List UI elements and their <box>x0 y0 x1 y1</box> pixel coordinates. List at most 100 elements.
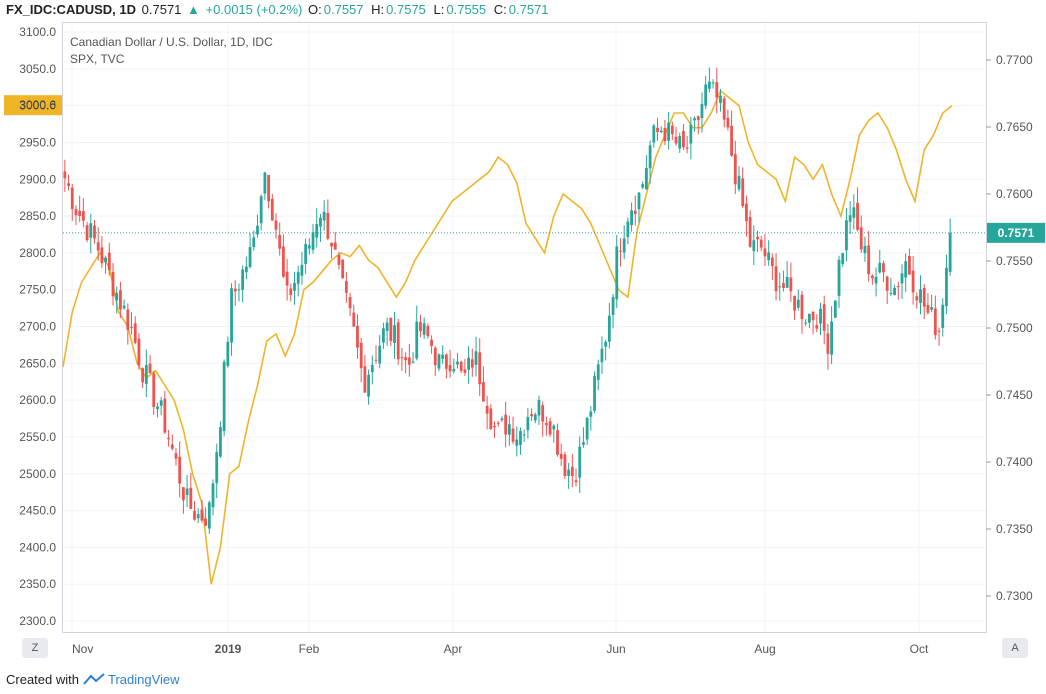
candle-body <box>926 304 930 313</box>
legend-title: Canadian Dollar / U.S. Dollar, 1D, IDC <box>70 35 273 49</box>
candle-body <box>130 327 133 329</box>
candle-body <box>167 437 170 440</box>
candle-body <box>874 276 878 284</box>
candle-body <box>922 287 926 307</box>
candle-body <box>678 135 682 149</box>
candle-body <box>804 322 808 324</box>
candle-body <box>533 414 537 421</box>
left-tick-label: 2300.0 <box>19 614 56 628</box>
candle-body <box>348 296 352 309</box>
candle-body <box>489 408 493 429</box>
candle-body <box>637 192 641 210</box>
candle-body <box>556 430 559 455</box>
left-axis[interactable]: 3100.0 3050.0 3000.0 2950.0 2900.0 2850.0 2800… <box>19 25 56 628</box>
candle-body <box>156 406 159 410</box>
right-tick-label: 0.7500 <box>996 321 1033 335</box>
candle-body <box>578 446 582 478</box>
candle-body <box>785 276 789 288</box>
candle-body <box>770 257 774 267</box>
candle-body <box>830 321 834 355</box>
candle-body <box>196 514 200 519</box>
candle-body <box>570 466 574 477</box>
candle-body <box>656 127 659 133</box>
left-tick-label: 2850.0 <box>19 209 56 223</box>
candle-body <box>867 245 871 275</box>
zoom-button[interactable]: Z <box>22 638 48 658</box>
candle-body <box>526 416 530 431</box>
candle-body <box>789 277 793 292</box>
candle-body <box>837 259 841 296</box>
candle-body <box>667 122 671 141</box>
candle-body <box>452 368 456 372</box>
candle-body <box>222 361 226 431</box>
candle-body <box>819 308 822 324</box>
candle-body <box>733 154 737 185</box>
candle-body <box>315 223 319 238</box>
candle-body <box>389 317 393 341</box>
candle-body <box>796 299 800 308</box>
candle-body <box>719 95 722 103</box>
candle-body <box>70 187 74 209</box>
tradingview-brand[interactable]: TradingView <box>108 672 180 687</box>
candle-body <box>363 366 367 393</box>
candle-body <box>393 325 396 343</box>
candle-body <box>441 354 445 359</box>
candle-body <box>300 264 304 276</box>
candle-body <box>385 322 389 331</box>
candle-body <box>500 418 504 421</box>
candle-body <box>763 248 767 257</box>
candle-body <box>682 131 685 148</box>
candle-body <box>115 292 119 301</box>
candle-body <box>815 324 819 329</box>
candle-body <box>359 342 363 369</box>
candle-body <box>463 369 467 373</box>
auto-scale-button[interactable]: A <box>1002 638 1028 658</box>
candle-body <box>659 130 663 133</box>
candle-body <box>285 271 289 286</box>
candle-body <box>456 361 459 365</box>
right-axis[interactable]: 0.7700 0.7650 0.7600 0.7550 0.7500 0.7450 0.74… <box>986 53 1033 603</box>
candle-body <box>163 398 167 433</box>
spx-series <box>62 89 953 585</box>
candle-body <box>496 422 500 424</box>
candle-body <box>152 373 156 408</box>
left-tick-label: 2550.0 <box>19 430 56 444</box>
candle-body <box>726 117 730 128</box>
candle-body <box>548 421 552 435</box>
candle-body <box>141 368 145 383</box>
candle-body <box>622 238 626 253</box>
candle-body <box>919 289 922 303</box>
candle-body <box>185 488 189 496</box>
candle-body <box>352 312 356 327</box>
candle-body <box>207 502 211 529</box>
candle-body <box>63 171 67 179</box>
candle-body <box>730 125 734 156</box>
candle-body <box>800 294 804 320</box>
candle-body <box>615 246 619 300</box>
time-tick-label: Oct <box>910 642 929 656</box>
candle-body <box>263 172 267 194</box>
time-axis[interactable]: Nov 2019 Feb Apr Jun Aug Oct <box>72 642 929 656</box>
candle-body <box>833 300 837 318</box>
candle-body <box>459 361 463 371</box>
candle-body <box>863 245 867 254</box>
candle-body <box>596 364 600 380</box>
candle-body <box>663 127 667 142</box>
candle-body <box>641 184 645 188</box>
candle-body <box>567 469 571 476</box>
candle-body <box>752 240 756 252</box>
candle-body <box>174 453 178 459</box>
left-tick-label: 2350.0 <box>19 577 56 591</box>
candle-body <box>915 296 919 301</box>
candle-body <box>111 271 115 297</box>
left-tick-label: 3000.0 <box>19 99 56 113</box>
candle-body <box>696 116 700 120</box>
left-tick-label: 2600.0 <box>19 393 56 407</box>
candle-body <box>448 365 452 372</box>
candle-body <box>344 281 348 293</box>
candle-body <box>945 267 948 307</box>
candle-body <box>778 286 782 288</box>
candle-body <box>104 257 107 263</box>
left-tick-label: 2450.0 <box>19 504 56 518</box>
